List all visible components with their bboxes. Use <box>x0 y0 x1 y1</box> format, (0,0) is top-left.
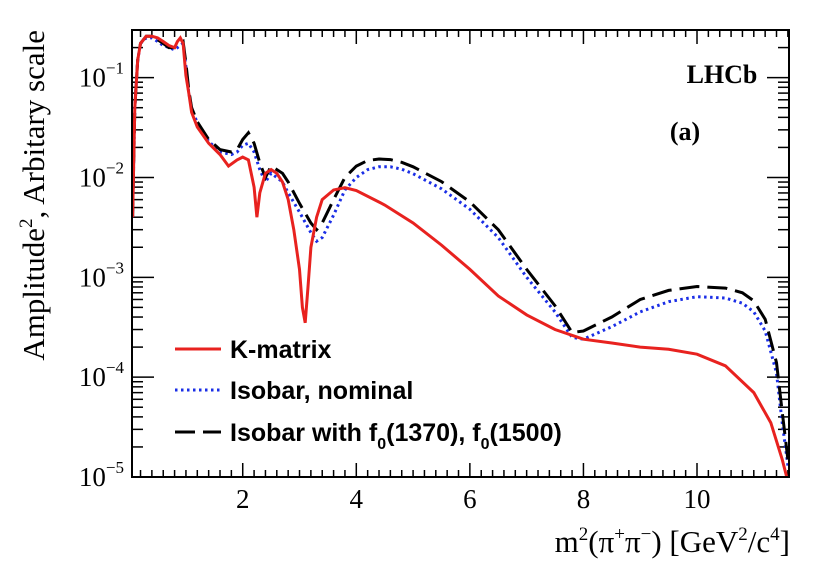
y-tick-label: 10−2 <box>79 158 124 192</box>
x-tick-label: 2 <box>236 484 250 514</box>
y-tick-labels: 10−5 10−4 10−3 10−2 10−1 <box>79 59 125 492</box>
axis-ticks <box>132 30 789 478</box>
series-line-isobar-with-f0 <box>132 34 789 460</box>
panel-label: (a) <box>670 117 700 146</box>
y-tick-label: 10−4 <box>79 358 125 392</box>
y-tick-label: 10−5 <box>79 458 124 492</box>
legend-label-k-matrix: K-matrix <box>230 336 332 364</box>
x-axis-title: m2(π+π−) [GeV2/c4] <box>555 524 790 559</box>
plot-frame <box>131 29 790 478</box>
x-tick-label: 10 <box>684 484 711 514</box>
x-tick-label: 4 <box>350 484 364 514</box>
x-tick-label: 6 <box>463 484 477 514</box>
y-tick-label: 10−1 <box>79 59 124 93</box>
legend-label-isobar-with-f0: Isobar with f0(1370), f0(1500) <box>230 419 562 453</box>
plot-area <box>132 34 789 477</box>
x-tick-labels: 2 4 6 8 10 <box>236 484 711 514</box>
series-line-isobar-nominal <box>132 36 789 466</box>
series-line-k-matrix <box>132 34 789 477</box>
legend-label-isobar-nominal: Isobar, nominal <box>230 377 413 405</box>
legend: K-matrix Isobar, nominal Isobar with f0(… <box>175 336 562 453</box>
y-axis-title: Amplitude2, Arbitary scale <box>16 30 51 361</box>
y-tick-label: 10−3 <box>79 258 124 292</box>
x-tick-label: 8 <box>577 484 591 514</box>
experiment-label: LHCb <box>687 60 758 89</box>
